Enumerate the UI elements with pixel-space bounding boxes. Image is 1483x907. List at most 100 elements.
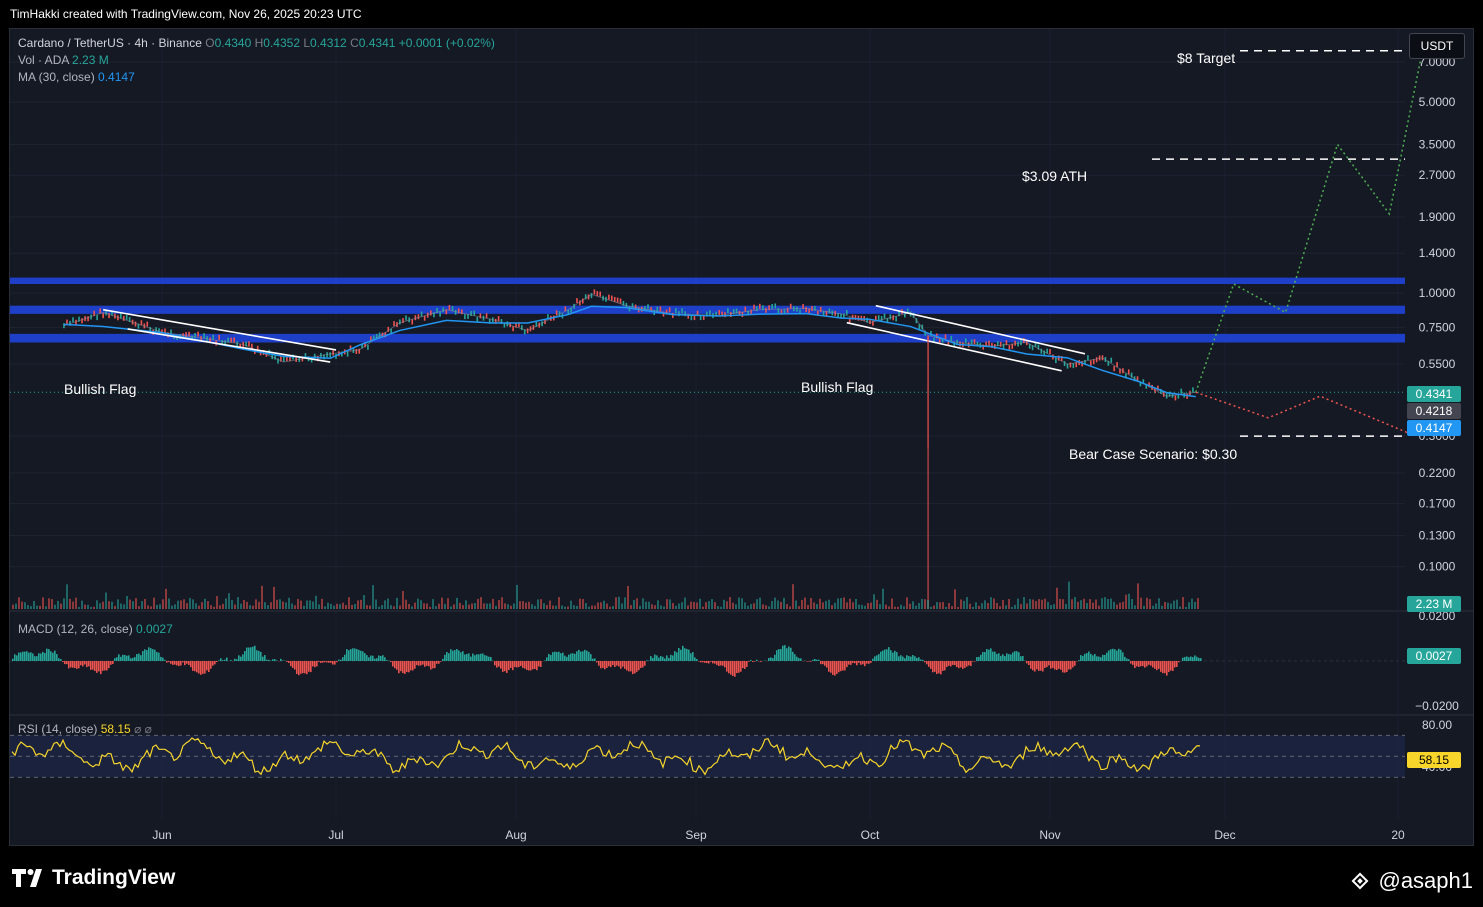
price-candle bbox=[895, 316, 897, 322]
price-candle bbox=[473, 310, 475, 316]
macd-bar bbox=[1134, 661, 1136, 669]
price-candle bbox=[221, 340, 223, 346]
volume-bar bbox=[630, 605, 632, 609]
volume-bar bbox=[441, 597, 443, 609]
macd-bar bbox=[362, 651, 364, 661]
macd-bar bbox=[1052, 661, 1054, 668]
chart-canvas[interactable]: 7.00005.00003.50002.70001.90001.40001.00… bbox=[10, 29, 1474, 846]
price-candle bbox=[831, 310, 834, 316]
price-candle bbox=[420, 311, 423, 317]
macd-bar bbox=[572, 653, 574, 661]
close-price-tag: 0.4341 bbox=[1407, 386, 1461, 402]
macd-bar bbox=[290, 661, 292, 667]
volume-bar bbox=[921, 598, 923, 609]
rsi-settings-icons[interactable]: ⌀ ⌀ bbox=[134, 722, 152, 736]
volume-bar bbox=[576, 605, 578, 609]
ma-legend[interactable]: MA (30, close) 0.4147 bbox=[18, 70, 135, 84]
macd-bar bbox=[1000, 655, 1002, 661]
macd-bar bbox=[1008, 654, 1010, 661]
price-candle bbox=[988, 340, 990, 346]
price-candle bbox=[647, 304, 649, 310]
volume-bar bbox=[186, 603, 188, 609]
currency-selector[interactable]: USDT bbox=[1409, 33, 1465, 59]
volume-bar bbox=[1152, 605, 1154, 609]
price-candle bbox=[295, 356, 297, 362]
volume-bar bbox=[426, 603, 428, 609]
tradingview-logo[interactable]: TradingView bbox=[12, 866, 175, 890]
macd-bar bbox=[116, 657, 118, 661]
macd-bar bbox=[596, 661, 598, 663]
macd-bar bbox=[874, 656, 876, 661]
chart-frame[interactable]: 7.0000 5.0000 3.5000 2.7000 1.9000 1.4000 1.00… bbox=[9, 28, 1474, 846]
price-candle bbox=[497, 316, 500, 322]
macd-bar bbox=[1156, 661, 1158, 671]
macd-bar bbox=[1088, 651, 1090, 661]
macd-bar bbox=[354, 648, 356, 661]
volume-legend[interactable]: Vol · ADA 2.23 M bbox=[18, 53, 109, 67]
volume-bar bbox=[582, 599, 584, 609]
volume-bar bbox=[369, 605, 371, 609]
volume-bar bbox=[654, 605, 656, 609]
volume-bar bbox=[636, 598, 638, 609]
y-tick-label: 1.9000 bbox=[1419, 210, 1456, 224]
macd-bar bbox=[522, 661, 524, 668]
macd-bar bbox=[254, 645, 256, 661]
macd-bar bbox=[830, 661, 832, 673]
volume-bar bbox=[471, 603, 473, 609]
macd-bar bbox=[676, 652, 678, 661]
macd-bar bbox=[1022, 655, 1024, 661]
price-candle bbox=[994, 344, 996, 350]
macd-bar bbox=[842, 661, 844, 671]
price-candle bbox=[1127, 369, 1130, 375]
macd-bar bbox=[988, 649, 990, 661]
symbol-name[interactable]: Cardano / TetherUS · 4h · Binance bbox=[18, 36, 202, 50]
volume-bar bbox=[1080, 600, 1082, 609]
volume-bar bbox=[585, 603, 587, 609]
volume-bar bbox=[954, 589, 956, 609]
volume-bar bbox=[231, 599, 233, 609]
macd-bar bbox=[880, 651, 882, 661]
price-candle bbox=[904, 312, 906, 318]
volume-bar bbox=[1044, 598, 1046, 609]
macd-bar bbox=[134, 657, 136, 661]
macd-bar bbox=[1172, 661, 1174, 671]
macd-bar bbox=[614, 661, 616, 667]
price-candle bbox=[611, 295, 613, 301]
price-candle bbox=[239, 343, 241, 349]
price-candle bbox=[430, 310, 432, 316]
price-candle bbox=[709, 310, 711, 316]
volume-bar bbox=[936, 602, 938, 609]
price-candle bbox=[346, 351, 349, 357]
macd-bar bbox=[554, 651, 556, 661]
macd-bar bbox=[440, 661, 442, 662]
macd-bar bbox=[378, 655, 380, 661]
volume-bar bbox=[540, 599, 542, 609]
volume-bar bbox=[36, 605, 38, 609]
macd-bar bbox=[28, 652, 30, 661]
macd-bar bbox=[1190, 656, 1192, 661]
volume-bar bbox=[855, 598, 857, 609]
price-candle bbox=[1057, 355, 1060, 361]
macd-bar bbox=[372, 655, 374, 661]
price-candle bbox=[976, 341, 979, 347]
macd-bar bbox=[1176, 661, 1178, 667]
volume-bar bbox=[843, 597, 845, 609]
volume-bar bbox=[1161, 605, 1163, 609]
price-candle bbox=[81, 318, 83, 324]
macd-bar bbox=[1110, 649, 1112, 661]
price-candle bbox=[564, 306, 567, 312]
price-candle bbox=[573, 303, 575, 309]
volume-bar bbox=[126, 595, 128, 609]
price-candle bbox=[924, 330, 926, 336]
price-candle bbox=[523, 329, 526, 335]
price-candle bbox=[390, 328, 392, 334]
rsi-legend[interactable]: RSI (14, close) 58.15 ⌀ ⌀ bbox=[18, 722, 152, 736]
macd-legend[interactable]: MACD (12, 26, close) 0.0027 bbox=[18, 622, 173, 636]
volume-bar bbox=[492, 598, 494, 609]
macd-bar bbox=[730, 661, 732, 675]
x-tick-label: Oct bbox=[861, 828, 880, 842]
macd-bar bbox=[1078, 660, 1080, 661]
price-candle bbox=[224, 340, 226, 346]
volume-bar bbox=[777, 600, 779, 609]
price-candle bbox=[780, 309, 783, 315]
